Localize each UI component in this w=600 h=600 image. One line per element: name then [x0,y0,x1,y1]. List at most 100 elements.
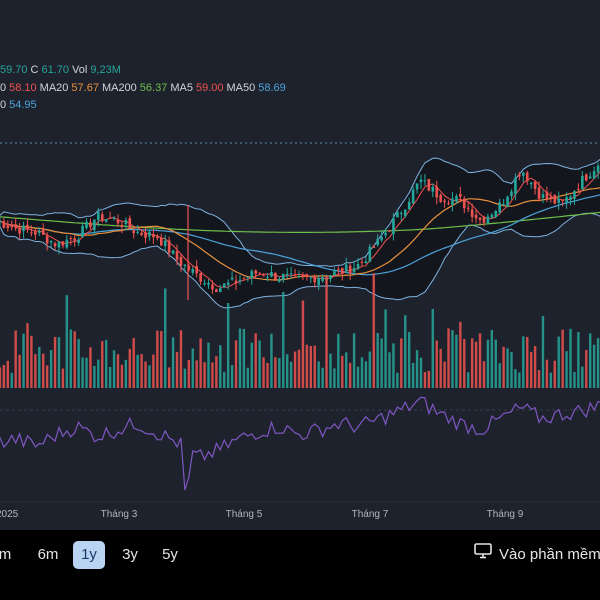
candle-body [30,232,33,234]
candle-body [116,219,120,224]
candle-body [238,280,242,282]
volume-bar [407,332,411,388]
range-button-3y[interactable]: 3y [122,546,138,563]
volume-bar [459,321,462,388]
candle-body [529,182,533,185]
candle-body [344,264,348,272]
volume-bar [478,333,482,388]
legend-item: Vol [72,64,88,76]
candle-body [128,218,132,229]
legend-item: 0 [0,99,7,111]
range-button-5y[interactable]: 5y [162,546,178,563]
volume-bar [0,367,2,388]
volume-bar [329,353,332,388]
volume-bar [160,331,163,388]
volume-bar [199,338,202,388]
volume-bar [270,333,273,388]
candle-body [419,179,423,183]
candle-body [242,277,246,279]
range-button-1y[interactable]: 1y [73,541,105,569]
x-tick-label: Tháng 7 [352,509,389,520]
volume-bar [553,360,556,388]
volume-bar [230,365,234,388]
volume-bar [447,328,450,388]
volume-bar [388,352,391,388]
candle-body [573,190,576,199]
volume-bar [400,338,403,388]
volume-bar [376,332,379,388]
volume-bar [419,357,423,388]
candle-body [41,228,45,235]
volume-bar [234,340,238,388]
candle-body [321,277,324,281]
volume-bar [183,368,187,388]
candle-body [250,271,254,278]
range-button-m[interactable]: m [0,546,12,563]
candle-body [502,203,505,205]
volume-bar [384,309,387,388]
volume-bar [537,370,541,388]
volume-bar [325,275,328,388]
volume-bar [246,367,250,388]
candle-body [108,217,112,219]
candle-body [26,224,29,230]
candle-body [124,220,128,225]
candle-body [553,194,557,204]
volume-bar [345,352,348,388]
volume-bar [348,362,352,388]
volume-bar [313,345,316,388]
volume-bar [565,351,568,388]
volume-bar [415,350,419,388]
legend-item: MA50 [226,82,256,94]
candle-body [293,274,297,276]
volume-bar [108,366,112,388]
volume-bar [258,340,261,388]
volume-bar [207,342,210,388]
candle-body [462,198,466,209]
candle-body [53,243,57,247]
candle-body [525,172,529,182]
volume-bar [301,300,305,388]
candle-body [89,222,92,228]
candle-body [380,236,383,241]
volume-bar [404,315,407,388]
candle-body [163,240,167,247]
candle-body [537,187,541,199]
range-button-6m[interactable]: 6m [37,546,59,563]
volume-bar [104,339,108,388]
volume-bar [250,342,253,388]
candle-body [407,201,411,210]
candle-body [329,275,332,280]
candle-body [281,274,285,280]
volume-bar [6,360,10,388]
volume-bar [545,359,549,388]
legend-line-3: 0 54.95 [0,99,40,111]
stock-chart[interactable]: 2025 Tháng 3 Tháng 5 Tháng 7 Tháng 9 [0,0,600,530]
volume-bar [116,354,120,388]
volume-bar [215,356,218,388]
candle-body [6,225,10,228]
volume-bar [132,337,135,388]
range-toolbar: m 6m 1y 3y 5y Vào phần mềm [0,530,600,600]
volume-bar [195,360,198,388]
candle-body [69,238,73,240]
legend-item: MA200 [101,82,137,94]
candle-body [132,230,136,234]
candle-body [549,196,553,198]
volume-bar [140,354,143,388]
volume-bar [360,357,364,388]
candle-body [97,211,100,220]
candle-body [596,165,600,173]
chart-panel[interactable]: 2025 Tháng 3 Tháng 5 Tháng 7 Tháng 9 59.70C6… [0,0,600,530]
volume-bar [337,333,340,388]
volume-bar [569,328,572,388]
candle-body [478,217,482,220]
candle-body [565,197,568,203]
volume-bar [38,346,41,388]
open-software-button[interactable]: Vào phần mềm [474,541,600,569]
candle-body [191,269,195,273]
candle-body [37,230,41,233]
volume-bar [549,372,553,388]
candle-body [490,214,494,218]
ma50-line [0,194,600,276]
